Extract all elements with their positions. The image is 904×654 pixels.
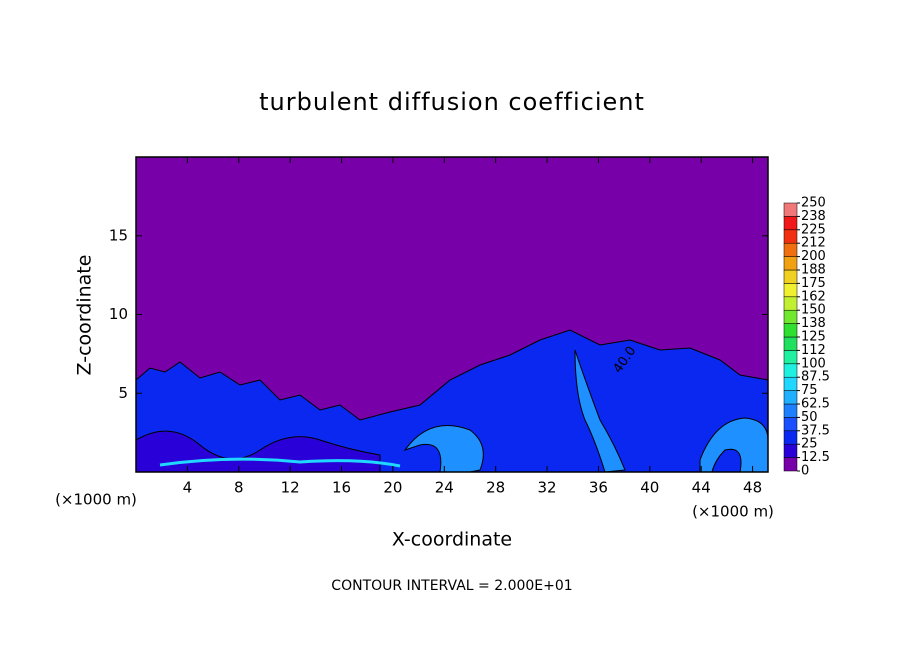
colorbar-label: 188 xyxy=(801,263,826,278)
colorbar-swatch xyxy=(783,430,798,445)
colorbar-label: 0 xyxy=(801,464,809,479)
colorbar-swatch xyxy=(783,417,798,432)
colorbar-swatch xyxy=(783,229,798,244)
colorbar-label: 200 xyxy=(801,249,826,264)
x-tick-label: 8 xyxy=(234,479,244,497)
field xyxy=(136,157,768,472)
x-tick-label: 32 xyxy=(538,479,557,497)
colorbar-label: 138 xyxy=(801,316,826,331)
x-tick-label: 48 xyxy=(743,479,762,497)
colorbar-label: 250 xyxy=(801,196,826,211)
colorbar-label: 212 xyxy=(801,236,826,251)
colorbar-swatch xyxy=(783,323,798,338)
x-tick-label: 36 xyxy=(589,479,608,497)
note: CONTOUR INTERVAL = 2.000E+01 xyxy=(331,578,572,594)
colorbar-label: 87.5 xyxy=(801,370,830,385)
colorbar-swatch xyxy=(783,202,798,217)
colorbar-swatch xyxy=(783,457,798,472)
colorbar-label: 50 xyxy=(801,410,818,425)
x-tick-label: 28 xyxy=(486,479,505,497)
colorbar-swatch xyxy=(783,309,798,324)
colorbar-label: 150 xyxy=(801,303,826,318)
colorbar-swatch xyxy=(783,376,798,391)
field-region xyxy=(574,349,626,472)
field-region xyxy=(159,457,401,468)
y-tick-label: 5 xyxy=(118,384,128,402)
colorbar-label: 37.5 xyxy=(801,423,830,438)
x-tick-label: 44 xyxy=(692,479,711,497)
colorbar-label: 25 xyxy=(801,437,818,452)
field-region xyxy=(699,417,768,472)
colorbar-swatch xyxy=(783,242,798,257)
x-tick-label: 12 xyxy=(281,479,300,497)
x-tick-label: 24 xyxy=(435,479,454,497)
x-tick-label: 40 xyxy=(640,479,659,497)
x-tick-label: 4 xyxy=(183,479,193,497)
y-axis-label: Z-coordinate xyxy=(74,255,96,376)
colorbar-label: 238 xyxy=(801,209,826,224)
chart-title: turbulent diffusion coefficient xyxy=(259,88,645,116)
colorbar-swatch xyxy=(783,216,798,231)
colorbar-swatch xyxy=(783,443,798,458)
colorbar-swatch xyxy=(783,350,798,365)
x-tick-label: 16 xyxy=(332,479,351,497)
colorbar-label: 162 xyxy=(801,289,826,304)
colorbar-label: 225 xyxy=(801,222,826,237)
colorbar-swatch xyxy=(783,336,798,351)
colorbar-swatch xyxy=(783,390,798,405)
colorbar-swatch xyxy=(783,256,798,271)
colorbar-label: 175 xyxy=(801,276,826,291)
y-tick-label: 10 xyxy=(109,305,128,323)
x-tick-label: 20 xyxy=(383,479,402,497)
colorbar-label: 112 xyxy=(801,343,826,358)
colorbar-swatch xyxy=(783,296,798,311)
colorbar-label: 125 xyxy=(801,330,826,345)
y-unit: (×1000 m) xyxy=(55,491,137,509)
colorbar-swatch xyxy=(783,403,798,418)
x-axis-label: X-coordinate xyxy=(392,529,512,551)
colorbar-swatch xyxy=(783,283,798,298)
colorbar-swatch xyxy=(783,363,798,378)
colorbar-label: 75 xyxy=(801,383,818,398)
y-tick-label: 15 xyxy=(109,226,128,244)
colorbar-swatch xyxy=(783,269,798,284)
colorbar-label: 12.5 xyxy=(801,450,830,465)
colorbar-label: 100 xyxy=(801,356,826,371)
field-region xyxy=(403,425,484,472)
x-unit: (×1000 m) xyxy=(692,503,774,521)
colorbar-label: 62.5 xyxy=(801,397,830,412)
